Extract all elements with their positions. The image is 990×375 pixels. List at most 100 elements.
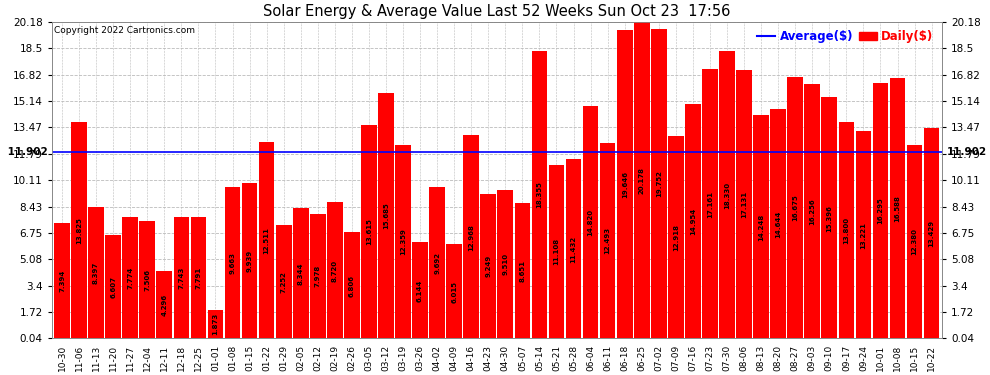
Bar — [140, 221, 155, 339]
Bar — [907, 144, 923, 339]
Bar — [173, 217, 189, 339]
Text: 17.161: 17.161 — [707, 191, 713, 218]
Text: 8.651: 8.651 — [520, 260, 526, 282]
Text: 12.493: 12.493 — [605, 227, 611, 254]
Text: 19.646: 19.646 — [622, 171, 628, 198]
Bar — [565, 159, 581, 339]
Bar — [208, 309, 224, 339]
Text: 13.221: 13.221 — [860, 222, 866, 249]
Bar — [378, 93, 394, 339]
Bar — [532, 51, 547, 339]
Bar — [668, 136, 684, 339]
Bar — [412, 243, 428, 339]
Bar — [225, 187, 241, 339]
Text: 16.256: 16.256 — [809, 198, 816, 225]
Text: 15.396: 15.396 — [827, 205, 833, 231]
Bar — [258, 142, 274, 339]
Bar — [446, 244, 462, 339]
Bar — [345, 232, 359, 339]
Bar — [361, 125, 377, 339]
Text: 12.968: 12.968 — [468, 224, 474, 251]
Bar — [310, 214, 326, 339]
Text: 14.248: 14.248 — [758, 213, 764, 241]
Text: 6.144: 6.144 — [417, 279, 423, 302]
Text: 7.252: 7.252 — [280, 271, 287, 293]
Title: Solar Energy & Average Value Last 52 Weeks Sun Oct 23  17:56: Solar Energy & Average Value Last 52 Wee… — [263, 4, 731, 19]
Text: 17.131: 17.131 — [742, 191, 747, 218]
Bar — [276, 225, 291, 339]
Text: 11.902: 11.902 — [946, 147, 986, 157]
Text: 12.918: 12.918 — [673, 224, 679, 251]
Bar — [498, 190, 513, 339]
Text: 15.685: 15.685 — [383, 202, 389, 229]
Bar — [123, 217, 138, 339]
Text: 12.511: 12.511 — [263, 227, 269, 254]
Text: 1.873: 1.873 — [213, 313, 219, 335]
Bar — [88, 207, 104, 339]
Text: 12.359: 12.359 — [400, 228, 406, 255]
Text: 19.752: 19.752 — [655, 170, 661, 197]
Text: 7.774: 7.774 — [127, 267, 134, 289]
Bar — [480, 194, 496, 339]
Text: 13.615: 13.615 — [366, 219, 372, 246]
Bar — [839, 122, 854, 339]
Bar — [395, 145, 411, 339]
Bar — [924, 128, 940, 339]
Bar — [156, 272, 172, 339]
Bar — [105, 235, 121, 339]
Bar — [430, 187, 445, 339]
Text: 11.902: 11.902 — [4, 147, 48, 157]
Text: Copyright 2022 Cartronics.com: Copyright 2022 Cartronics.com — [54, 27, 195, 36]
Bar — [327, 202, 343, 339]
Text: 16.675: 16.675 — [792, 195, 798, 221]
Bar — [634, 22, 649, 339]
Bar — [872, 83, 888, 339]
Text: 7.394: 7.394 — [59, 270, 65, 292]
Bar — [685, 104, 701, 339]
Text: 13.429: 13.429 — [929, 220, 935, 247]
Bar — [787, 77, 803, 339]
Bar — [805, 84, 820, 339]
Legend: Average($), Daily($): Average($), Daily($) — [754, 28, 936, 45]
Bar — [737, 70, 752, 339]
Text: 6.607: 6.607 — [110, 276, 116, 298]
Bar — [702, 69, 718, 339]
Text: 13.825: 13.825 — [76, 217, 82, 244]
Text: 16.588: 16.588 — [895, 195, 901, 222]
Text: 14.820: 14.820 — [588, 209, 594, 236]
Bar — [293, 208, 309, 339]
Text: 18.355: 18.355 — [537, 182, 543, 208]
Text: 9.692: 9.692 — [435, 252, 441, 274]
Text: 11.432: 11.432 — [570, 236, 576, 263]
Text: 12.380: 12.380 — [912, 228, 918, 255]
Bar — [753, 115, 769, 339]
Bar — [600, 143, 616, 339]
Text: 6.806: 6.806 — [348, 274, 354, 297]
Bar — [583, 106, 598, 339]
Bar — [190, 217, 206, 339]
Bar — [890, 78, 906, 339]
Text: 7.978: 7.978 — [315, 265, 321, 288]
Bar — [515, 203, 531, 339]
Text: 18.330: 18.330 — [724, 182, 730, 209]
Text: 8.720: 8.720 — [332, 260, 338, 282]
Bar — [463, 135, 479, 339]
Bar — [855, 131, 871, 339]
Text: 9.663: 9.663 — [230, 252, 236, 274]
Bar — [548, 165, 564, 339]
Text: 11.108: 11.108 — [553, 238, 559, 265]
Text: 14.644: 14.644 — [775, 210, 781, 238]
Text: 20.178: 20.178 — [639, 167, 644, 194]
Text: 6.015: 6.015 — [451, 281, 457, 303]
Text: 7.791: 7.791 — [195, 267, 201, 289]
Text: 8.344: 8.344 — [298, 262, 304, 285]
Bar — [71, 122, 87, 339]
Text: 9.249: 9.249 — [485, 255, 491, 278]
Text: 8.397: 8.397 — [93, 262, 99, 284]
Text: 16.295: 16.295 — [877, 198, 883, 224]
Text: 4.296: 4.296 — [161, 294, 167, 316]
Bar — [651, 29, 666, 339]
Text: 7.743: 7.743 — [178, 267, 184, 290]
Text: 9.939: 9.939 — [247, 250, 252, 272]
Bar — [242, 183, 257, 339]
